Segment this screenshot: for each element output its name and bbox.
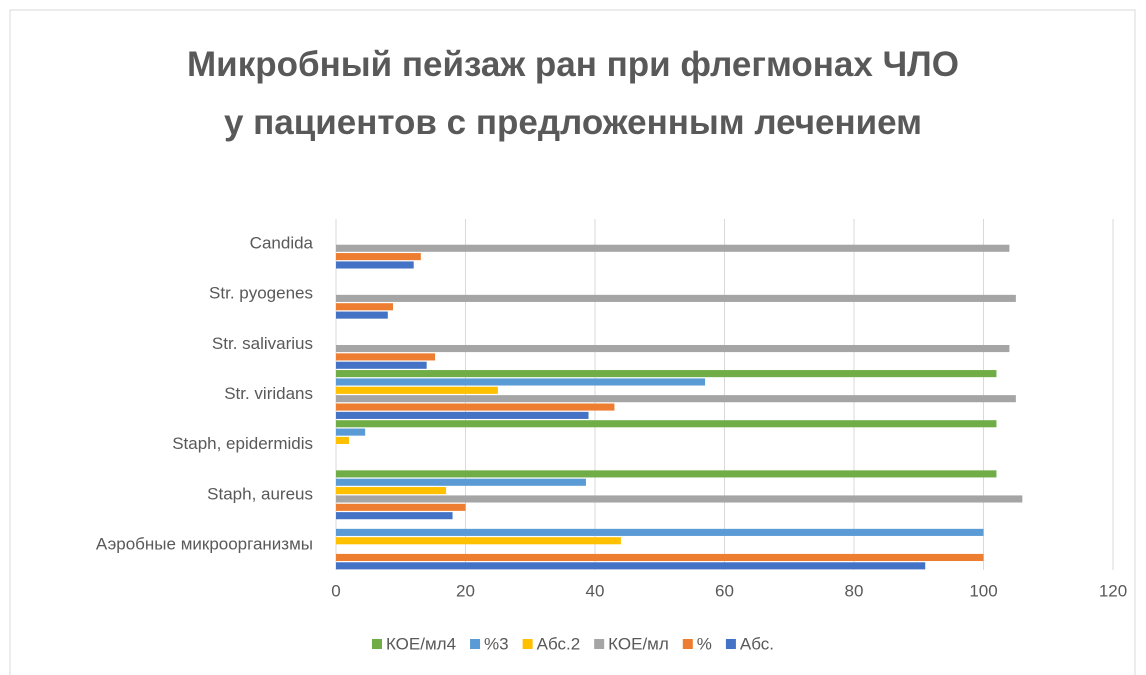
- bar: [336, 487, 447, 495]
- bar: [336, 294, 1016, 302]
- y-tick-label: Staph, epidermidis: [172, 434, 313, 453]
- x-tick-label: 60: [715, 581, 734, 600]
- bar: [336, 386, 498, 394]
- x-tick-label: 120: [1099, 581, 1127, 600]
- bar: [336, 378, 706, 386]
- y-tick-label: Str. pyogenes: [209, 284, 313, 303]
- bar: [336, 303, 393, 311]
- y-tick-label: Аэробные микроорганизмы: [96, 534, 313, 553]
- bar: [336, 311, 388, 319]
- legend-swatch: [522, 639, 533, 649]
- legend-swatch: [725, 639, 736, 649]
- y-tick-label: Candida: [250, 234, 314, 253]
- bar: [336, 395, 1016, 403]
- x-tick-label: 40: [586, 581, 605, 600]
- bar: [336, 428, 366, 436]
- legend-swatch: [470, 639, 481, 649]
- legend-label: Абс.: [740, 634, 774, 653]
- bar: [336, 253, 421, 261]
- bar: [336, 470, 997, 478]
- bar: [336, 244, 1010, 252]
- bar: [336, 436, 349, 445]
- bar: [336, 353, 436, 361]
- bar: [336, 403, 615, 411]
- y-tick-label: Str. viridans: [224, 384, 313, 403]
- y-tick-label: Str. salivarius: [212, 334, 313, 353]
- legend-label: Абс.2: [537, 634, 581, 653]
- bar: [336, 495, 1023, 503]
- bar: [336, 361, 427, 369]
- legend-swatch: [594, 639, 605, 649]
- y-tick-label: Staph, aureus: [207, 484, 313, 503]
- bar: [336, 553, 984, 562]
- bar: [336, 537, 621, 545]
- bar: [336, 261, 414, 269]
- bar: [336, 478, 586, 486]
- legend-label: %3: [484, 634, 509, 653]
- bar: [336, 528, 984, 536]
- x-tick-label: 0: [331, 581, 340, 600]
- legend-label: КОЕ/мл4: [386, 634, 456, 653]
- chart-border: [9, 9, 1136, 675]
- bar: [336, 370, 997, 378]
- legend-swatch: [371, 639, 382, 649]
- x-tick-label: 80: [845, 581, 864, 600]
- bar: [336, 503, 466, 511]
- legend-label: КОЕ/мл: [608, 634, 669, 653]
- bar: [336, 512, 453, 520]
- bar: [336, 344, 1010, 353]
- bar: [336, 562, 926, 570]
- x-tick-label: 100: [969, 581, 997, 600]
- bar: [336, 411, 589, 419]
- bar: [336, 420, 997, 428]
- x-tick-label: 20: [456, 581, 475, 600]
- legend-label: %: [697, 634, 712, 653]
- chart-title: Микробный пейзаж ран при флегмонах ЧЛО у…: [187, 45, 959, 142]
- legend-swatch: [682, 639, 693, 649]
